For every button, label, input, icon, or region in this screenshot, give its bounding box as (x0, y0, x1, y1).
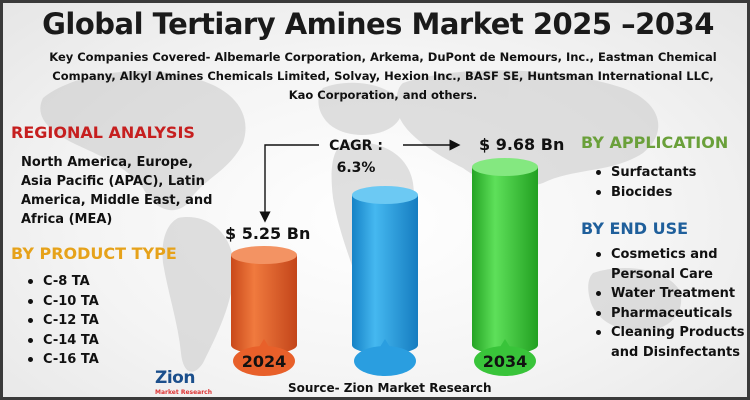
source-text: Source- Zion Market Research (288, 381, 492, 395)
list-item: Pharmaceuticals (593, 304, 747, 324)
year-bubble-middle (354, 339, 416, 376)
regional-analysis-heading: REGIONAL ANALYSIS (11, 123, 195, 142)
product-type-heading: BY PRODUCT TYPE (11, 244, 177, 263)
cylinder-chart: 2024 2034 (231, 139, 538, 376)
year-bubble-2034: 2034 (474, 339, 536, 376)
list-item: C-12 TA (25, 311, 99, 331)
arrow-to-2024 (259, 144, 319, 223)
value-2034: $ 9.68 Bn (479, 135, 565, 154)
bar-2034 (472, 158, 538, 354)
list-item: C-10 TA (25, 292, 99, 312)
year-label-2024: 2024 (242, 352, 287, 371)
key-companies-text: Key Companies Covered- Albemarle Corpora… (49, 50, 717, 102)
year-label-2034: 2034 (483, 352, 528, 371)
list-item: C-8 TA (25, 272, 99, 292)
list-item: C-16 TA (25, 350, 99, 370)
cagr-title: CAGR : (329, 138, 383, 154)
end-use-list: Cosmetics and Personal Care Water Treatm… (593, 245, 747, 362)
application-heading: BY APPLICATION (581, 133, 729, 152)
year-bubble-2024: 2024 (233, 339, 295, 376)
cagr-label: CAGR : 6.3% (321, 135, 391, 179)
bar-2024 (231, 246, 297, 354)
list-item: Biocides (593, 183, 696, 203)
regional-analysis-text: North America, Europe, Asia Pacific (APA… (21, 155, 213, 227)
list-item: Water Treatment (593, 284, 747, 304)
zion-logo: Zion Market Research (155, 368, 215, 397)
product-type-list: C-8 TA C-10 TA C-12 TA C-14 TA C-16 TA (25, 272, 99, 370)
list-item: Cosmetics and Personal Care (593, 245, 747, 284)
value-2024: $ 5.25 Bn (225, 224, 311, 243)
page-title: Global Tertiary Amines Market 2025 –2034 (42, 7, 714, 41)
logo-sub-text: Market Research (155, 389, 212, 396)
list-item: Surfactants (593, 163, 696, 183)
end-use-heading: BY END USE (581, 219, 689, 238)
cagr-value: 6.3% (336, 160, 376, 176)
application-list: Surfactants Biocides (593, 163, 696, 202)
bar-middle (352, 186, 418, 354)
list-item: Cleaning Products and Disinfectants (593, 323, 747, 362)
logo-main-text: Zion (155, 368, 195, 388)
list-item: C-14 TA (25, 331, 99, 351)
